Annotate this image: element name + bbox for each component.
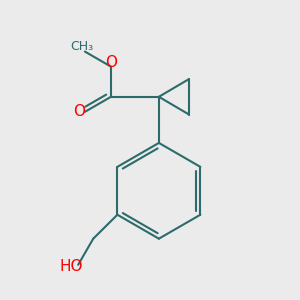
Text: O: O bbox=[105, 55, 117, 70]
Text: O: O bbox=[74, 104, 86, 119]
Text: CH₃: CH₃ bbox=[70, 40, 94, 53]
Text: HO: HO bbox=[59, 259, 83, 274]
